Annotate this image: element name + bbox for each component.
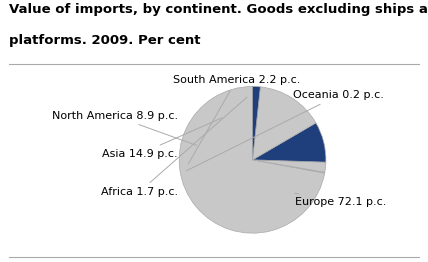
Wedge shape [253, 160, 326, 172]
Text: South America 2.2 p.c.: South America 2.2 p.c. [172, 75, 300, 164]
Text: Value of imports, by continent. Goods excluding ships and oil: Value of imports, by continent. Goods ex… [9, 3, 428, 16]
Wedge shape [253, 160, 325, 173]
Wedge shape [253, 86, 260, 160]
Text: Asia 14.9 p.c.: Asia 14.9 p.c. [102, 118, 222, 159]
Wedge shape [253, 87, 316, 160]
Text: North America 8.9 p.c.: North America 8.9 p.c. [51, 111, 196, 145]
Text: platforms. 2009. Per cent: platforms. 2009. Per cent [9, 34, 200, 47]
Text: Oceania 0.2 p.c.: Oceania 0.2 p.c. [187, 90, 384, 171]
Text: Europe 72.1 p.c.: Europe 72.1 p.c. [295, 193, 386, 207]
Text: Africa 1.7 p.c.: Africa 1.7 p.c. [101, 97, 247, 197]
Wedge shape [179, 86, 325, 233]
Wedge shape [253, 123, 326, 162]
